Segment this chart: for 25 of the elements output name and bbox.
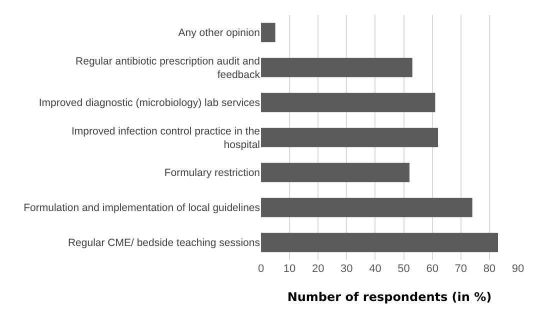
x-tick-label: 20 [312, 263, 324, 275]
x-axis-title: Number of respondents (in %) [287, 290, 492, 304]
bar [261, 128, 438, 148]
y-tick-label: Formulary restriction [164, 167, 260, 180]
y-tick-label: Regular CME/ bedside teaching sessions [68, 237, 260, 250]
x-tick-label: 0 [258, 263, 264, 275]
y-tick-label: Formulation and implementation of local guidelines [24, 202, 260, 214]
x-tick-label: 70 [454, 263, 468, 275]
x-tick-label: 30 [340, 263, 353, 275]
bar [261, 92, 436, 112]
x-tick-label: 40 [369, 263, 382, 275]
y-tick-label: Any other opinion [178, 27, 260, 40]
x-tick-label: 80 [483, 263, 496, 275]
y-tick-label: Regular antibiotic prescription audit and feedback [76, 55, 261, 81]
bar [261, 22, 276, 42]
x-tick-label: 90 [512, 263, 524, 275]
x-tick-label: 10 [283, 263, 296, 275]
bar [261, 198, 472, 218]
y-tick-label: Improved infection control practice in the hospital [71, 125, 260, 151]
x-tick-label: 60 [426, 263, 438, 275]
y-tick-label: Improved diagnostic (microbiology) lab services [38, 97, 260, 110]
bar [261, 232, 498, 252]
bar [261, 58, 412, 78]
bar [261, 162, 410, 182]
x-tick-label: 50 [398, 263, 410, 275]
